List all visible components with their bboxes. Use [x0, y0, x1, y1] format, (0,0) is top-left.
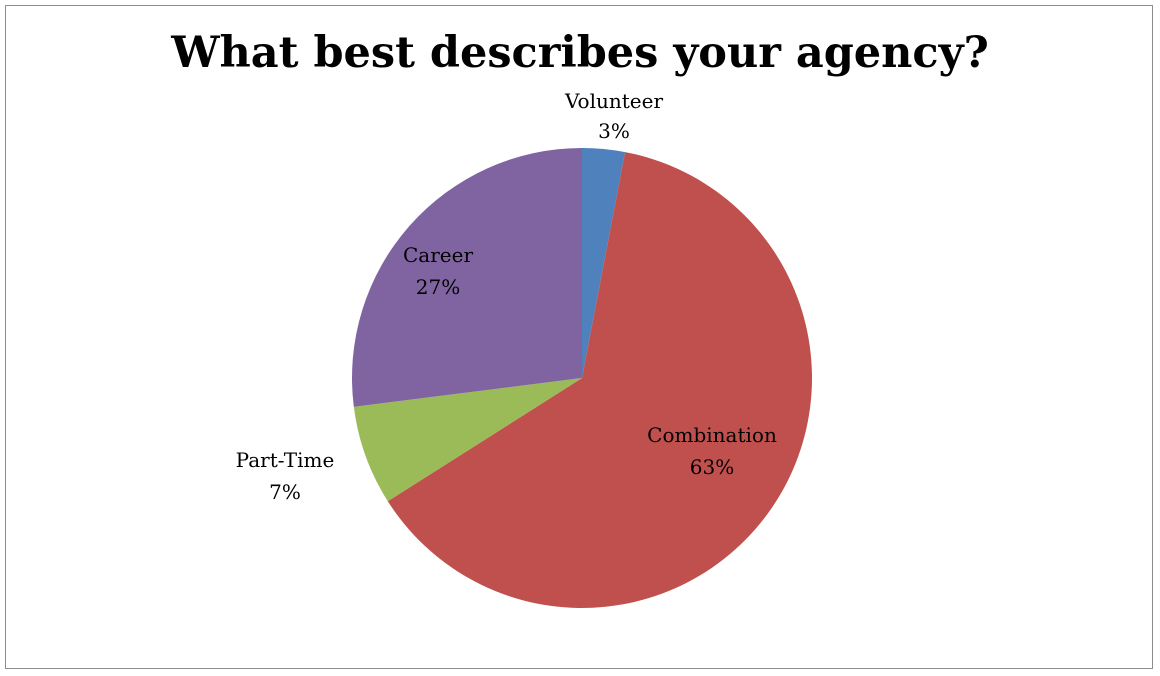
pie-slices — [351, 148, 812, 608]
data-label-name-combination: Combination — [647, 423, 777, 447]
slice-combination — [387, 152, 812, 608]
data-labels: Volunteer 3% Combination 63% Part-Time 7% Care… — [236, 89, 777, 504]
data-label-value-career: 27% — [416, 275, 460, 299]
data-label-value-volunteer: 3% — [598, 119, 630, 143]
data-label-value-combination: 63% — [690, 455, 734, 479]
slice-volunteer — [582, 148, 626, 378]
data-label-name-part-time: Part-Time — [236, 448, 335, 472]
slice-part-time — [353, 378, 582, 502]
data-label-name-career: Career — [403, 243, 473, 267]
slice-career — [351, 148, 582, 407]
chart-title: What best describes your agency? — [170, 28, 989, 78]
data-label-value-part-time: 7% — [269, 480, 301, 504]
data-label-name-volunteer: Volunteer — [564, 89, 664, 113]
